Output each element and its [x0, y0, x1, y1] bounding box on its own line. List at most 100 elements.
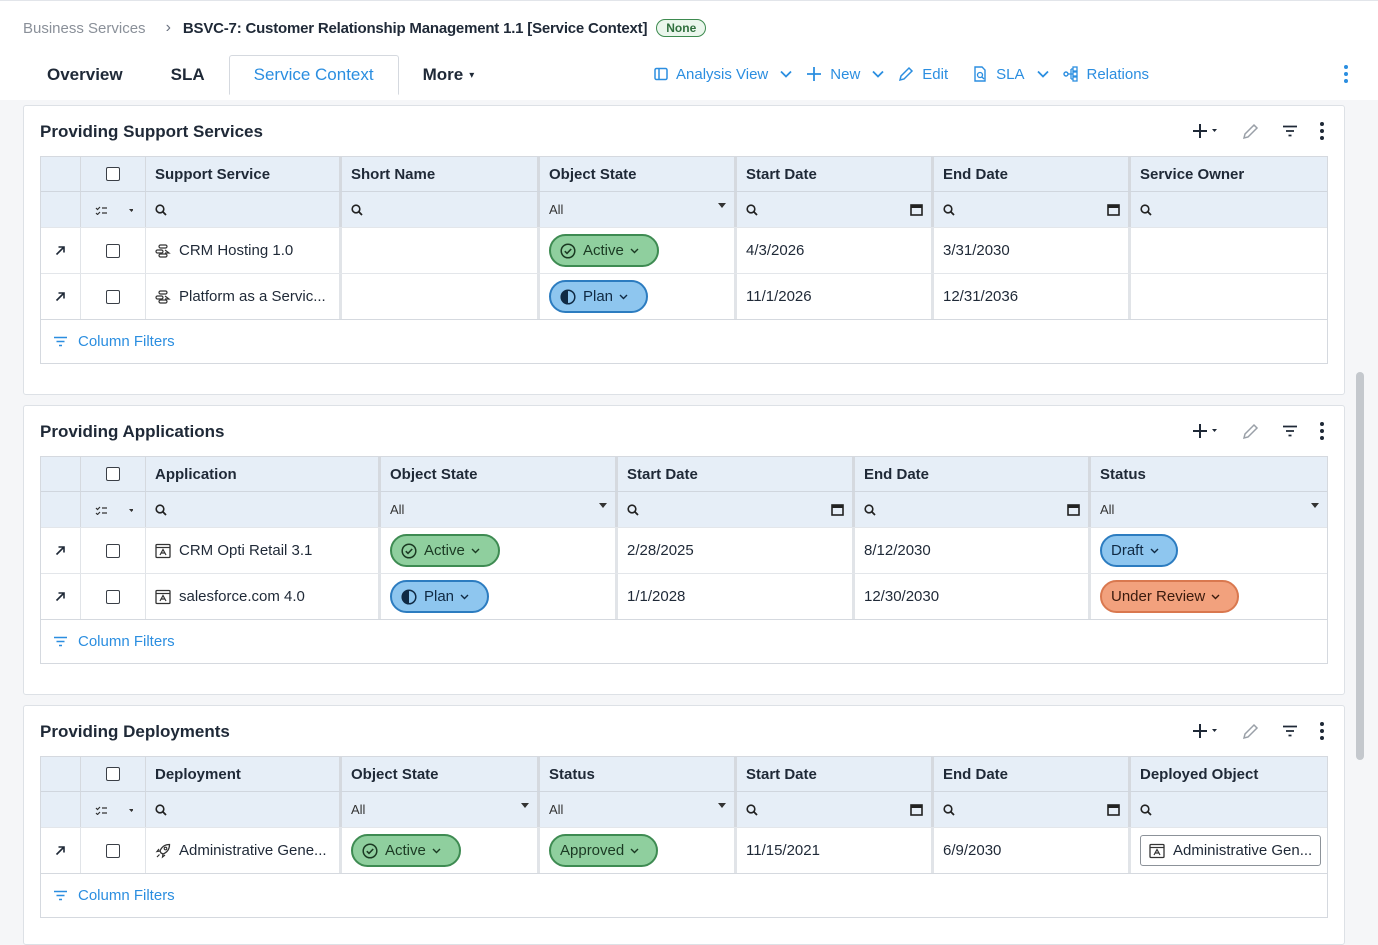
- new-button[interactable]: New: [806, 66, 860, 83]
- col-service-owner[interactable]: Service Owner: [1140, 165, 1245, 183]
- row-checkbox[interactable]: [106, 543, 120, 558]
- tab-more[interactable]: More ▾: [399, 55, 499, 95]
- row-checkbox[interactable]: [106, 289, 120, 304]
- status-pill-approved[interactable]: Approved: [549, 834, 659, 867]
- more-options-icon[interactable]: [1344, 65, 1348, 88]
- application-filter[interactable]: [146, 492, 381, 527]
- col-end-date[interactable]: End Date: [934, 157, 1131, 191]
- filter-button[interactable]: [1282, 425, 1298, 437]
- status-pill-under-review[interactable]: Under Review: [1100, 580, 1240, 613]
- panel-menu-button[interactable]: [1320, 122, 1324, 140]
- support-service-filter[interactable]: [146, 192, 342, 227]
- end-date-filter[interactable]: [934, 792, 1131, 827]
- analysis-view-dropdown[interactable]: [780, 70, 792, 78]
- calendar-icon[interactable]: [1107, 203, 1120, 216]
- row-checkbox[interactable]: [106, 243, 120, 258]
- column-filters-button[interactable]: Column Filters: [40, 874, 1328, 918]
- table-row[interactable]: Platform as a Servic... Plan 11/1/2026 1…: [41, 273, 1327, 319]
- select-all-checkbox[interactable]: [106, 767, 120, 781]
- table-row[interactable]: CRM Hosting 1.0 Active 4/3/2026 3/31/203…: [41, 227, 1327, 273]
- checklist-filter[interactable]: [81, 792, 146, 827]
- new-dropdown[interactable]: [872, 70, 884, 78]
- end-date-filter[interactable]: [855, 492, 1091, 527]
- start-date-filter[interactable]: [737, 192, 934, 227]
- col-deployment[interactable]: Deployment: [146, 757, 342, 791]
- panel-menu-button[interactable]: [1320, 722, 1324, 740]
- tab-service-context[interactable]: Service Context: [228, 55, 399, 95]
- edit-button[interactable]: Edit: [898, 66, 948, 83]
- add-row-button[interactable]: [1192, 723, 1220, 739]
- checklist-filter[interactable]: [81, 492, 146, 527]
- state-pill-active[interactable]: Active: [351, 834, 461, 867]
- edit-table-button[interactable]: [1242, 422, 1260, 440]
- relations-button[interactable]: Relations: [1062, 66, 1149, 83]
- support-service-cell[interactable]: Platform as a Servic...: [146, 274, 342, 319]
- tab-sla[interactable]: SLA: [170, 65, 205, 84]
- application-cell[interactable]: CRM Opti Retail 3.1: [146, 528, 381, 573]
- table-row[interactable]: salesforce.com 4.0 Plan 1/1/2028 12/30/2…: [41, 573, 1327, 619]
- col-short-name[interactable]: Short Name: [342, 157, 540, 191]
- calendar-icon[interactable]: [1107, 803, 1120, 816]
- object-state-filter[interactable]: All: [381, 492, 618, 527]
- short-name-filter[interactable]: [342, 192, 540, 227]
- col-support-service[interactable]: Support Service: [146, 157, 342, 191]
- col-start-date[interactable]: Start Date: [618, 457, 855, 491]
- open-row-button[interactable]: [41, 274, 81, 319]
- object-state-filter[interactable]: All: [540, 192, 737, 227]
- col-end-date[interactable]: End Date: [934, 757, 1131, 791]
- state-pill-plan[interactable]: Plan: [390, 580, 490, 613]
- open-row-button[interactable]: [41, 828, 81, 873]
- sla-button[interactable]: SLA: [972, 66, 1025, 83]
- row-checkbox[interactable]: [106, 843, 120, 858]
- status-pill-draft[interactable]: Draft: [1100, 534, 1178, 567]
- status-filter[interactable]: All: [1091, 492, 1327, 527]
- open-row-button[interactable]: [41, 228, 81, 273]
- start-date-filter[interactable]: [737, 792, 934, 827]
- col-application[interactable]: Application: [146, 457, 381, 491]
- col-end-date[interactable]: End Date: [855, 457, 1091, 491]
- edit-table-button[interactable]: [1242, 122, 1260, 140]
- service-owner-filter[interactable]: [1131, 192, 1327, 227]
- open-row-button[interactable]: [41, 574, 81, 619]
- filter-button[interactable]: [1282, 725, 1298, 737]
- col-status[interactable]: Status: [540, 757, 737, 791]
- col-object-state[interactable]: Object State: [381, 457, 618, 491]
- col-start-date[interactable]: Start Date: [737, 757, 934, 791]
- open-row-button[interactable]: [41, 528, 81, 573]
- tab-overview[interactable]: Overview: [47, 65, 123, 84]
- state-pill-plan[interactable]: Plan: [549, 280, 649, 313]
- col-object-state[interactable]: Object State: [540, 157, 737, 191]
- sla-dropdown[interactable]: [1036, 70, 1049, 78]
- add-row-button[interactable]: [1192, 123, 1220, 139]
- support-service-cell[interactable]: CRM Hosting 1.0: [146, 228, 342, 273]
- table-row[interactable]: CRM Opti Retail 3.1 Active 2/28/2025 8/1…: [41, 527, 1327, 573]
- checklist-filter[interactable]: [81, 192, 146, 227]
- panel-menu-button[interactable]: [1320, 422, 1324, 440]
- filter-button[interactable]: [1282, 125, 1298, 137]
- state-pill-active[interactable]: Active: [549, 234, 659, 267]
- status-filter[interactable]: All: [540, 792, 737, 827]
- column-filters-button[interactable]: Column Filters: [40, 320, 1328, 364]
- analysis-view-button[interactable]: Analysis View: [654, 66, 768, 83]
- deployed-object-filter[interactable]: [1131, 792, 1327, 827]
- state-pill-active[interactable]: Active: [390, 534, 500, 567]
- calendar-icon[interactable]: [1067, 503, 1080, 516]
- col-deployed-object[interactable]: Deployed Object: [1140, 765, 1259, 783]
- col-start-date[interactable]: Start Date: [737, 157, 934, 191]
- table-row[interactable]: Administrative Gene... Active Approved 1…: [41, 827, 1327, 873]
- start-date-filter[interactable]: [618, 492, 855, 527]
- calendar-icon[interactable]: [831, 503, 844, 516]
- select-all-checkbox[interactable]: [106, 167, 120, 181]
- deployed-object-link[interactable]: Administrative Gen...: [1140, 835, 1322, 866]
- breadcrumb-parent-link[interactable]: Business Services: [23, 19, 146, 37]
- deployment-filter[interactable]: [146, 792, 342, 827]
- end-date-filter[interactable]: [934, 192, 1131, 227]
- calendar-icon[interactable]: [910, 803, 923, 816]
- select-all-checkbox[interactable]: [106, 467, 120, 481]
- edit-table-button[interactable]: [1242, 722, 1260, 740]
- col-object-state[interactable]: Object State: [342, 757, 540, 791]
- application-cell[interactable]: salesforce.com 4.0: [146, 574, 381, 619]
- scrollbar-thumb[interactable]: [1356, 372, 1364, 760]
- row-checkbox[interactable]: [106, 589, 120, 604]
- add-row-button[interactable]: [1192, 423, 1220, 439]
